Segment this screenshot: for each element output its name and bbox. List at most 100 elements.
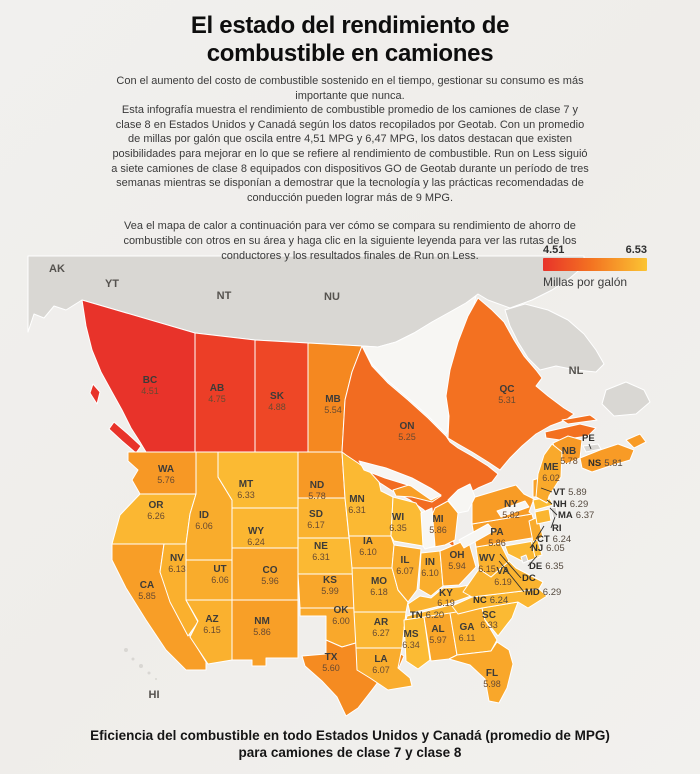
label-id: ID 6.06 bbox=[195, 510, 213, 531]
label-qc: QC 5.31 bbox=[498, 384, 516, 405]
label-ky: KY 6.19 bbox=[437, 588, 455, 608]
label-al: AL 5.97 bbox=[429, 624, 447, 645]
intro-text: Con el aumento del costo de combustible … bbox=[110, 74, 590, 263]
region-ct-shape[interactable] bbox=[534, 508, 552, 525]
label-ne: NE 6.31 bbox=[312, 541, 330, 562]
region-ms-shape[interactable] bbox=[403, 616, 431, 670]
lake-michigan bbox=[420, 507, 436, 550]
label-oh: OH 5.94 bbox=[448, 550, 466, 571]
region-qc-shape[interactable] bbox=[445, 297, 575, 471]
label-sk: SK 4.88 bbox=[268, 391, 286, 412]
label-bc: BC 4.51 bbox=[141, 375, 159, 396]
label-va: VA 6.19 bbox=[494, 566, 512, 587]
legend-max-value: 6.53 bbox=[625, 244, 647, 256]
region-ny-shape[interactable] bbox=[471, 484, 535, 525]
label-mn: MN 6.31 bbox=[348, 494, 366, 515]
label-sc: SC 6.33 bbox=[480, 610, 498, 630]
label-nu: NU bbox=[324, 291, 340, 303]
label-md: MD 6.29 bbox=[525, 587, 561, 598]
label-mo: MO 6.18 bbox=[370, 576, 388, 597]
label-me: ME 6.02 bbox=[542, 462, 560, 483]
label-il: IL 6.07 bbox=[396, 555, 414, 576]
page-title: El estado del rendimiento de combustible… bbox=[0, 12, 700, 68]
label-ok: OK 6.00 bbox=[332, 605, 350, 626]
lake-erie bbox=[458, 523, 495, 549]
label-ct: CT 6.24 bbox=[537, 534, 571, 545]
label-ca: CA 5.85 bbox=[138, 580, 156, 601]
region-ns-shape[interactable] bbox=[579, 443, 635, 473]
region-in-shape[interactable] bbox=[418, 550, 444, 597]
region-nl-shape[interactable] bbox=[504, 303, 605, 373]
region-la-shape[interactable] bbox=[355, 647, 413, 691]
label-tx: TX 5.60 bbox=[322, 652, 340, 673]
label-nj: NJ 6.05 bbox=[531, 543, 565, 554]
label-la: LA 6.07 bbox=[372, 654, 390, 675]
region-ab-shape[interactable] bbox=[194, 332, 256, 453]
lake-huron bbox=[447, 483, 476, 514]
legend-label: Millas por galón bbox=[543, 275, 628, 289]
legend-gradient-bar[interactable] bbox=[543, 258, 647, 271]
label-ks: KS 5.99 bbox=[321, 575, 339, 596]
leader-lines bbox=[498, 443, 592, 593]
region-nm-shape[interactable] bbox=[231, 599, 299, 667]
legend-min-value: 4.51 bbox=[543, 244, 565, 256]
label-nh: NH 6.29 bbox=[553, 499, 588, 510]
label-ma: MA 6.37 bbox=[558, 510, 594, 521]
label-ny: NY 5.82 bbox=[502, 499, 520, 520]
label-ia: IA 6.10 bbox=[359, 536, 377, 557]
label-nm: NM 5.86 bbox=[253, 616, 271, 637]
label-nv: NV 6.13 bbox=[168, 553, 186, 574]
label-mb: MB 5.54 bbox=[324, 394, 342, 415]
label-mi: MI 5.86 bbox=[429, 514, 447, 535]
region-wy-shape[interactable] bbox=[231, 507, 299, 549]
label-ms: MS 6.34 bbox=[402, 629, 420, 650]
label-tn: TN 6.20 bbox=[410, 610, 444, 621]
label-sd: SD 6.17 bbox=[307, 509, 325, 530]
region-nc-shape[interactable] bbox=[451, 588, 548, 615]
label-pe: PE bbox=[582, 433, 595, 444]
label-nb: NB 5.78 bbox=[560, 446, 578, 466]
label-nd: ND 5.78 bbox=[308, 480, 326, 501]
label-ut: UT 6.06 bbox=[211, 564, 229, 585]
label-ri: RI bbox=[552, 523, 562, 534]
region-ns-capebreton-shape[interactable] bbox=[625, 433, 647, 449]
label-az: AZ 6.15 bbox=[203, 614, 221, 635]
lake-ontario bbox=[496, 500, 530, 518]
label-pa: PA 5.86 bbox=[488, 527, 506, 548]
region-oh-shape[interactable] bbox=[439, 538, 477, 587]
region-nl-island-shape[interactable] bbox=[601, 381, 651, 417]
label-wa: WA 5.76 bbox=[157, 464, 175, 485]
region-mn-shape[interactable] bbox=[341, 451, 394, 537]
region-dc-shape[interactable] bbox=[520, 554, 529, 564]
map-caption: Eficiencia del combustible en todo Estad… bbox=[0, 727, 700, 761]
label-ak: AK bbox=[49, 263, 65, 275]
page-title-line2: combustible en camiones bbox=[206, 40, 494, 67]
region-qc-gaspe-shape[interactable] bbox=[544, 423, 597, 441]
intro-paragraph-1: Con el aumento del costo de combustible … bbox=[116, 75, 584, 102]
region-hi-shape[interactable] bbox=[124, 648, 157, 680]
region-pe-shape[interactable] bbox=[582, 443, 602, 453]
region-il-shape[interactable] bbox=[391, 544, 422, 603]
label-in: IN 6.10 bbox=[421, 557, 439, 578]
label-wv: WV 6.15 bbox=[478, 553, 496, 574]
lake-superior bbox=[358, 460, 442, 501]
page-title-line1: El estado del rendimiento de bbox=[190, 12, 510, 39]
label-ab: AB 4.75 bbox=[208, 383, 226, 404]
label-ga: GA 6.11 bbox=[459, 622, 476, 643]
label-yt: YT bbox=[105, 278, 119, 290]
map-caption-line2: para camiones de clase 7 y clase 8 bbox=[238, 745, 462, 760]
label-wi: WI 6.35 bbox=[389, 512, 407, 533]
label-nt: NT bbox=[217, 290, 232, 302]
region-fl-shape[interactable] bbox=[448, 641, 514, 704]
region-qc-anticosti-shape[interactable] bbox=[561, 414, 598, 425]
label-vt: VT 5.89 bbox=[553, 487, 587, 498]
region-bc-haida-shape[interactable] bbox=[89, 383, 101, 405]
region-sd-shape[interactable] bbox=[297, 497, 350, 539]
intro-paragraph-2: Esta infografía muestra el rendimiento d… bbox=[111, 104, 589, 204]
intro-paragraph-3: Vea el mapa de calor a continuación para… bbox=[123, 220, 577, 262]
label-hi: HI bbox=[149, 689, 160, 701]
label-fl: FL 5.98 bbox=[483, 668, 501, 689]
label-ar: AR 6.27 bbox=[372, 617, 390, 638]
